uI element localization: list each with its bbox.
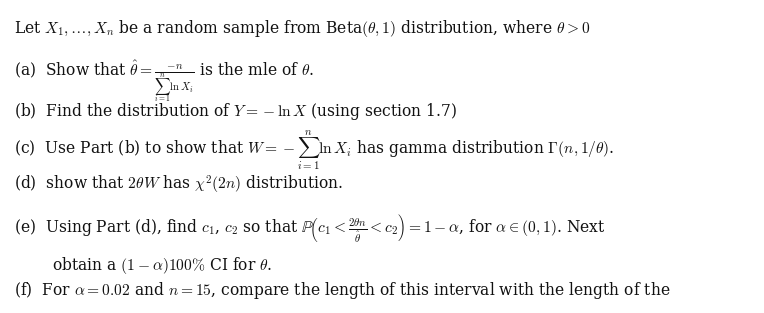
Text: (c)  Use Part (b) to show that $W = -\sum_{i=1}^{n} \ln X_i$ has gamma distribut: (c) Use Part (b) to show that $W = -\sum… (14, 128, 614, 172)
Text: (b)  Find the distribution of $Y = -\ln X$ (using section 1.7): (b) Find the distribution of $Y = -\ln X… (14, 101, 457, 122)
Text: (e)  Using Part (d), find $c_1$, $c_2$ so that $\mathbb{P}\!\left( c_1 < \frac{2: (e) Using Part (d), find $c_1$, $c_2$ so… (14, 213, 605, 244)
Text: (a)  Show that $\hat{\theta} = \frac{-n}{\sum_{i=1}^{n} \ln X_i}$ is the mle of : (a) Show that $\hat{\theta} = \frac{-n}{… (14, 58, 314, 104)
Text: Let $X_1,\ldots,X_n$ be a random sample from Beta$(\theta, 1)$ distribution, whe: Let $X_1,\ldots,X_n$ be a random sample … (14, 18, 590, 39)
Text: (d)  show that $2\theta W$ has $\chi^2(2n)$ distribution.: (d) show that $2\theta W$ has $\chi^2(2n… (14, 174, 343, 196)
Text: obtain a $(1 - \alpha)100\%$ CI for $\theta$.: obtain a $(1 - \alpha)100\%$ CI for $\th… (52, 255, 272, 276)
Text: (f)  For $\alpha = 0.02$ and $n = 15$, compare the length of this interval with : (f) For $\alpha = 0.02$ and $n = 15$, co… (14, 280, 670, 301)
